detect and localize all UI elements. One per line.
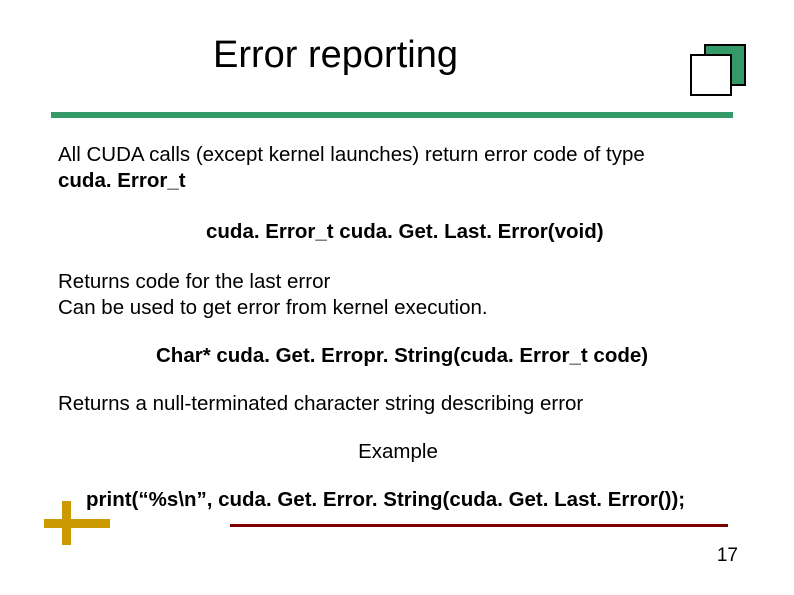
signature-2: Char* cuda. Get. Erropr. String(cuda. Er… bbox=[156, 343, 738, 369]
title-underline bbox=[51, 112, 733, 118]
paragraph-1-line-2: cuda. Error_t bbox=[58, 168, 738, 194]
paragraph-1-line-1: All CUDA calls (except kernel launches) … bbox=[58, 142, 738, 168]
paragraph-2-line-2: Can be used to get error from kernel exe… bbox=[58, 295, 738, 321]
cross-horizontal bbox=[44, 519, 110, 528]
cross-vertical bbox=[62, 501, 71, 545]
square-front bbox=[690, 54, 732, 96]
paragraph-2-line-1: Returns code for the last error bbox=[58, 269, 738, 295]
title-area: Error reporting bbox=[0, 34, 794, 77]
signature-1: cuda. Error_t cuda. Get. Last. Error(voi… bbox=[206, 219, 738, 245]
cross-icon bbox=[44, 501, 110, 545]
example-code: print(“%s\n”, cuda. Get. Error. String(c… bbox=[86, 487, 738, 513]
content-area: All CUDA calls (except kernel launches) … bbox=[58, 142, 738, 512]
footer-underline bbox=[230, 524, 728, 527]
paragraph-3: Returns a null-terminated character stri… bbox=[58, 391, 738, 417]
corner-squares-icon bbox=[690, 44, 746, 92]
slide: Error reporting All CUDA calls (except k… bbox=[0, 0, 794, 595]
example-label: Example bbox=[58, 439, 738, 465]
page-number: 17 bbox=[717, 545, 738, 567]
